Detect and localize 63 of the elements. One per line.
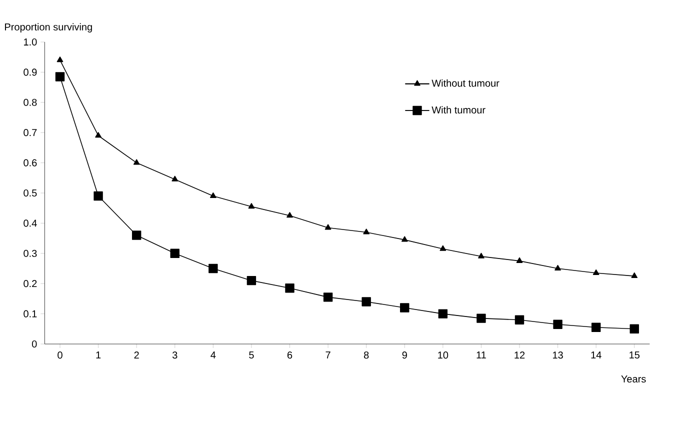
point [553, 320, 562, 329]
y-axis-title: Proportion surviving [5, 23, 92, 32]
point [246, 276, 256, 286]
x-tick-label: 6 [287, 352, 292, 359]
y-tick-label: 0.7 [24, 129, 37, 136]
y-tick-label: 0.5 [24, 189, 37, 197]
point [55, 72, 65, 82]
point [56, 56, 64, 62]
y-tick-label: 0.6 [24, 159, 37, 166]
point [514, 315, 524, 324]
point [132, 230, 142, 240]
y-tick-label: 0.4 [24, 220, 37, 227]
point [210, 192, 216, 198]
x-tick-label: 13 [553, 352, 563, 359]
y-tick-label: 0.1 [24, 310, 37, 318]
y-tick-label: 0.3 [24, 250, 37, 257]
point [554, 264, 561, 270]
y-tick-label: 0.8 [24, 98, 37, 106]
x-tick-label: 2 [134, 352, 139, 359]
point [363, 228, 370, 234]
point [248, 202, 255, 209]
point [438, 309, 448, 318]
point [630, 324, 639, 334]
x-tick-label: 11 [476, 352, 486, 358]
x-tick-label: 7 [326, 352, 330, 358]
point [591, 322, 601, 332]
x-tick-label: 12 [514, 352, 525, 359]
point [172, 176, 178, 182]
point [476, 314, 486, 323]
x-tick-label: 4 [210, 352, 216, 358]
point [208, 264, 218, 274]
point [286, 212, 293, 218]
x-tick-label: 3 [172, 352, 178, 359]
x-tick-label: 8 [364, 352, 369, 359]
point [133, 159, 140, 165]
x-tick-label: 1 [96, 352, 101, 358]
point [631, 272, 638, 278]
y-tick-label: 0.2 [24, 280, 37, 288]
point [94, 191, 103, 201]
x-tick-label: 14 [591, 352, 602, 358]
x-tick-label: 10 [438, 352, 448, 359]
point [400, 303, 410, 312]
point [592, 269, 600, 276]
point [440, 245, 446, 251]
point [285, 284, 294, 293]
point [516, 257, 523, 263]
point [95, 132, 102, 138]
x-axis-title: Years [621, 376, 646, 383]
legend-label: With tumour [432, 106, 486, 114]
x-tick-label: 15 [630, 352, 640, 359]
y-tick-label: 1.0 [24, 38, 37, 46]
y-tick-label: 0.9 [24, 68, 37, 76]
x-tick-label: 0 [58, 352, 62, 359]
y-tick-label: 0 [32, 340, 37, 348]
point [170, 248, 180, 258]
x-tick-label: 5 [249, 352, 254, 359]
point [324, 224, 332, 230]
point [401, 236, 408, 242]
point [323, 292, 333, 302]
point [362, 297, 371, 306]
point [478, 252, 484, 258]
x-tick-label: 9 [402, 352, 407, 359]
legend-label: Without tumour [432, 79, 500, 87]
